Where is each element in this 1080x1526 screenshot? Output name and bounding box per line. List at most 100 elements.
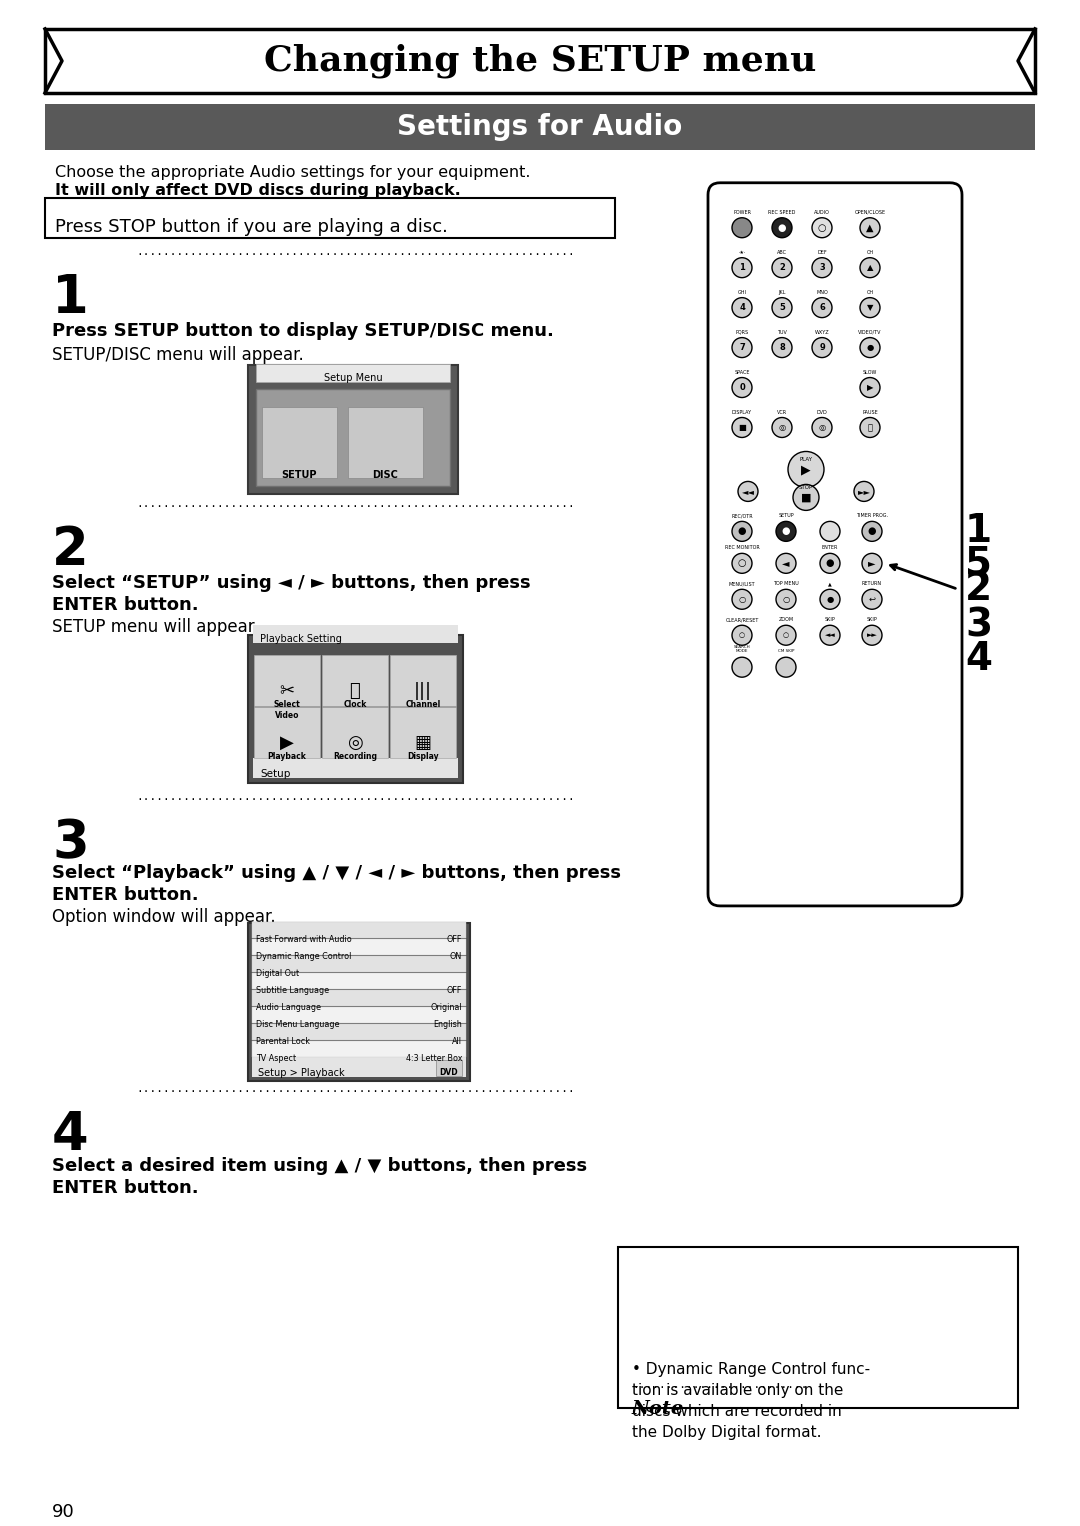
Text: ▲: ▲ (867, 262, 874, 272)
Text: 1: 1 (739, 262, 745, 272)
Text: 2: 2 (779, 262, 785, 272)
Circle shape (732, 658, 752, 678)
Text: 90: 90 (52, 1503, 75, 1521)
Text: CLEAR/RESET: CLEAR/RESET (726, 617, 758, 623)
Circle shape (732, 218, 752, 238)
Text: SKIP: SKIP (866, 617, 877, 623)
Text: 0: 0 (739, 383, 745, 392)
Text: REC/OTR: REC/OTR (731, 513, 753, 519)
Text: Clock: Clock (343, 700, 367, 710)
Bar (436, 1059, 462, 1076)
Text: SLOW: SLOW (863, 369, 877, 374)
Circle shape (732, 258, 752, 278)
Text: Disc Menu Language: Disc Menu Language (256, 1019, 339, 1029)
Text: 4:3 Letter Box: 4:3 Letter Box (405, 1054, 462, 1062)
Text: SETUP: SETUP (281, 470, 316, 481)
Text: All: All (453, 1036, 462, 1045)
Text: WXYZ: WXYZ (814, 330, 829, 334)
Text: 3: 3 (966, 606, 993, 644)
FancyBboxPatch shape (708, 183, 962, 906)
Text: Channel: Channel (405, 700, 441, 710)
Bar (45, 198, 615, 238)
Text: Select a desired item using ▲ / ▼ buttons, then press: Select a desired item using ▲ / ▼ button… (52, 1157, 588, 1175)
Text: 6: 6 (819, 304, 825, 313)
Text: Audio Language: Audio Language (256, 1003, 321, 1012)
Text: ◄: ◄ (782, 559, 789, 568)
Text: Digital Out: Digital Out (256, 969, 299, 978)
Circle shape (812, 298, 832, 317)
Bar (45, 29, 1035, 93)
Bar (390, 707, 456, 758)
Text: ◄◄: ◄◄ (742, 487, 755, 496)
Circle shape (772, 337, 792, 357)
Text: ●: ● (826, 559, 834, 568)
Text: 3: 3 (52, 816, 89, 868)
Text: ▶: ▶ (867, 383, 874, 392)
Circle shape (732, 298, 752, 317)
Circle shape (812, 337, 832, 357)
Text: ●: ● (782, 526, 791, 536)
Text: SETUP: SETUP (779, 513, 794, 519)
Text: Subtitle Language: Subtitle Language (256, 986, 329, 995)
Text: 8: 8 (779, 343, 785, 353)
Text: OPEN/CLOSE: OPEN/CLOSE (854, 209, 886, 215)
Text: TIMER PROG.: TIMER PROG. (856, 513, 888, 519)
Bar (252, 1024, 465, 1039)
Text: ENTER button.: ENTER button. (52, 1178, 199, 1196)
Text: 5: 5 (966, 545, 993, 583)
Text: ◄◄: ◄◄ (825, 632, 835, 638)
Text: 4: 4 (52, 1109, 89, 1161)
Text: RETURN: RETURN (862, 581, 882, 586)
Text: ON: ON (449, 952, 462, 961)
Text: ZOOM: ZOOM (779, 617, 794, 623)
Text: SEARCH
MODE: SEARCH MODE (733, 644, 751, 653)
Text: |||: ||| (414, 682, 432, 700)
Bar (248, 635, 463, 783)
Bar (252, 1041, 465, 1056)
Text: DVD: DVD (816, 409, 827, 415)
Text: Choose the appropriate Audio settings for your equipment.: Choose the appropriate Audio settings fo… (55, 165, 530, 180)
Text: Playback Setting: Playback Setting (260, 635, 342, 644)
Text: ○: ○ (818, 223, 826, 233)
Text: Setup > Playback: Setup > Playback (258, 1068, 345, 1077)
Text: DEF: DEF (818, 250, 827, 255)
Text: Press SETUP button to display SETUP/DISC menu.: Press SETUP button to display SETUP/DISC… (52, 322, 554, 340)
Text: ►►: ►► (866, 632, 877, 638)
Text: STOP: STOP (799, 485, 813, 490)
Text: CH: CH (866, 290, 874, 295)
Text: ABC: ABC (777, 250, 787, 255)
Text: REC MONITOR: REC MONITOR (725, 545, 759, 551)
Text: ▲: ▲ (866, 223, 874, 233)
Text: VIDEO/TV: VIDEO/TV (859, 330, 881, 334)
Text: .................................................................: ........................................… (137, 792, 576, 803)
Bar (348, 406, 423, 479)
Text: ●: ● (867, 526, 876, 536)
Text: ○: ○ (783, 632, 789, 638)
Text: ■: ■ (738, 423, 746, 432)
Text: ○: ○ (782, 595, 789, 604)
Text: VCR: VCR (777, 409, 787, 415)
Circle shape (860, 258, 880, 278)
Bar (254, 707, 320, 758)
Circle shape (860, 218, 880, 238)
Text: ·★·: ·★· (739, 250, 745, 255)
Text: 9: 9 (819, 343, 825, 353)
Circle shape (860, 377, 880, 397)
Bar (322, 707, 388, 758)
Circle shape (860, 418, 880, 438)
Bar (248, 923, 470, 1080)
Text: ⏰: ⏰ (350, 682, 361, 700)
Text: OFF: OFF (447, 986, 462, 995)
Text: ●: ● (778, 223, 786, 233)
Circle shape (812, 418, 832, 438)
Text: ENTER: ENTER (822, 545, 838, 551)
Circle shape (820, 589, 840, 609)
Text: Press STOP button if you are playing a disc.: Press STOP button if you are playing a d… (55, 218, 448, 235)
Text: TUV: TUV (778, 330, 787, 334)
Text: MNO: MNO (816, 290, 828, 295)
Circle shape (854, 481, 874, 502)
Bar (253, 758, 458, 778)
Circle shape (732, 522, 752, 542)
Text: OFF: OFF (447, 935, 462, 945)
Circle shape (732, 589, 752, 609)
